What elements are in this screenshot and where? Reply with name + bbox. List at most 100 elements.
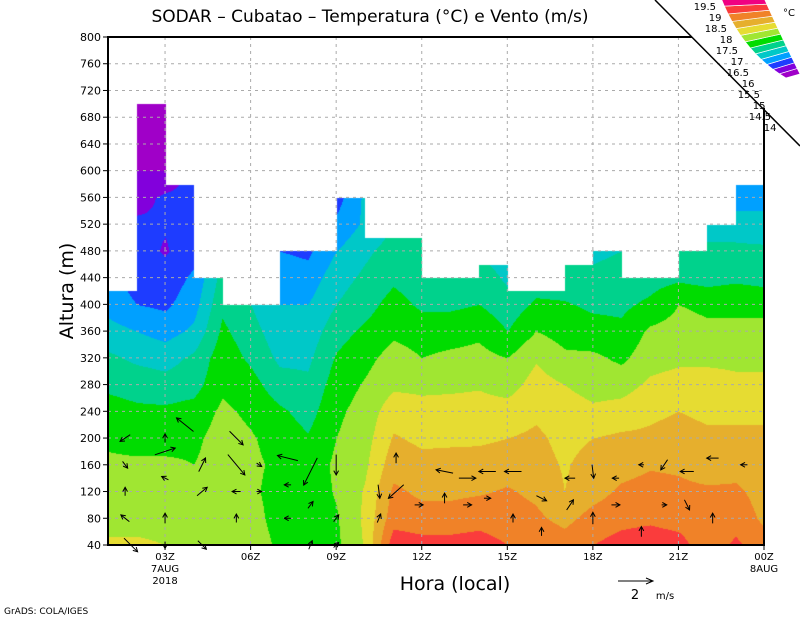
wind-arrow-head [637, 461, 644, 468]
colorbar-label: 14 [764, 123, 777, 134]
wind-arrow-head [510, 512, 516, 519]
wind-arrow-head [333, 514, 340, 520]
wind-arrow [162, 432, 168, 443]
wind-arrow [154, 446, 177, 456]
colorbar-label: 19 [709, 13, 722, 24]
wind-arrow [229, 430, 244, 446]
x-axis-label: Hora (local) [400, 573, 511, 595]
y-tick-label: 160 [80, 459, 101, 472]
wind-arrow-head [238, 439, 244, 446]
wind-arrow-head [308, 500, 314, 507]
y-tick-label: 400 [80, 298, 101, 311]
wind-arrow-head [175, 417, 182, 423]
wind-arrow-head [257, 488, 263, 495]
wind-arrow-head [739, 461, 746, 468]
wind-arrow-shaft [227, 454, 246, 476]
wind-arrow [611, 475, 620, 481]
wind-arrow-shaft [120, 514, 130, 523]
wind-arrow-head [705, 455, 712, 461]
wind-arrow-head [122, 486, 128, 492]
wind-arrow-head [709, 512, 716, 518]
wind-arrow [162, 512, 168, 524]
wind-arrow [160, 475, 169, 481]
wind-arrow-head [303, 480, 309, 487]
wind-arrow-head [538, 526, 545, 533]
y-tick-label: 120 [80, 486, 101, 499]
wind-arrow [196, 486, 209, 497]
wind-arrow-head [679, 468, 685, 475]
colorbar-swatch [721, 0, 768, 7]
y-tick-label: 80 [87, 512, 101, 525]
colorbar-label: 14.5 [749, 112, 771, 123]
x-tick-label: 21Z [669, 552, 689, 563]
y-tick-label: 760 [80, 58, 101, 71]
wind-arrow [122, 486, 128, 496]
wind-arrow-shaft [229, 430, 244, 446]
wind-arrow [611, 502, 621, 508]
wind-arrow-shaft [154, 447, 176, 456]
wind-arrow-head [120, 514, 126, 520]
wind-arrow [661, 502, 668, 508]
wind-arrow-shaft [303, 457, 318, 486]
wind-arrow [458, 475, 477, 481]
y-tick-label: 600 [80, 165, 101, 178]
wind-arrow-head [685, 504, 691, 511]
wind-arrow [739, 461, 748, 468]
y-tick-label: 520 [80, 218, 101, 231]
colorbar-label: 16.5 [727, 68, 749, 79]
wind-arrow-shaft [122, 461, 129, 469]
y-axis-label: Altura (m) [56, 243, 78, 340]
wind-arrow [463, 502, 473, 508]
y-tick-label: 680 [80, 111, 101, 124]
wind-arrow-head [202, 486, 209, 493]
y-tick-label: 720 [80, 84, 101, 97]
wind-arrow-head [393, 451, 399, 458]
wind-arrow [175, 417, 194, 432]
wind-arrow [441, 492, 448, 504]
y-tick-label: 360 [80, 325, 101, 338]
wind-arrow [638, 525, 645, 537]
y-tick-label: 240 [80, 405, 101, 418]
wind-arrow-head [231, 488, 237, 495]
wind-arrow-head [441, 492, 448, 498]
wind-arrow [679, 468, 694, 475]
y-tick-label: 440 [80, 272, 101, 285]
colorbar-divider [654, 0, 800, 147]
reference-arrow-head-icon [645, 577, 655, 585]
wind-arrow [435, 467, 454, 474]
x-tick-label: 06Z [241, 552, 261, 563]
colorbar-label: 15 [753, 101, 766, 112]
colorbar-unit: °C [783, 8, 795, 19]
wind-arrow-head [660, 464, 666, 471]
wind-arrow-head [132, 546, 139, 553]
wind-arrow-head [201, 544, 208, 550]
wind-arrow-head [563, 475, 570, 481]
x-tick-label: 15Z [498, 552, 518, 563]
wind-arrow-head [201, 457, 207, 464]
wind-arrow [227, 454, 246, 476]
wind-arrow [376, 513, 382, 523]
wind-arrow-head [662, 502, 668, 508]
wind-arrow-head [240, 469, 246, 476]
wind-arrow [119, 434, 131, 443]
x-tick-label: 03Z [155, 552, 175, 563]
wind-arrow [660, 459, 668, 471]
wind-arrow-shaft [176, 417, 194, 432]
wind-arrow [477, 468, 496, 475]
reference-vector-unit: m/s [656, 591, 674, 602]
wind-arrow-head [376, 493, 383, 500]
wind-arrow-shaft [277, 455, 299, 462]
wind-arrow-shaft [333, 514, 340, 522]
wind-arrow-head [466, 502, 473, 508]
wind-arrow-head [615, 502, 621, 508]
wind-arrow [122, 461, 129, 470]
x-tick-label: 12Z [412, 552, 432, 563]
wind-arrow [276, 453, 299, 462]
wind-arrow [637, 461, 644, 468]
wind-arrow-shaft [119, 434, 131, 442]
wind-arrow-shaft [435, 469, 454, 474]
x-tick-label: 18Z [583, 552, 603, 563]
y-axis-ticks: 40 80 120 160 200 240 280 320 360 400 440 480 520 560… [80, 31, 108, 552]
wind-arrow [303, 457, 318, 487]
